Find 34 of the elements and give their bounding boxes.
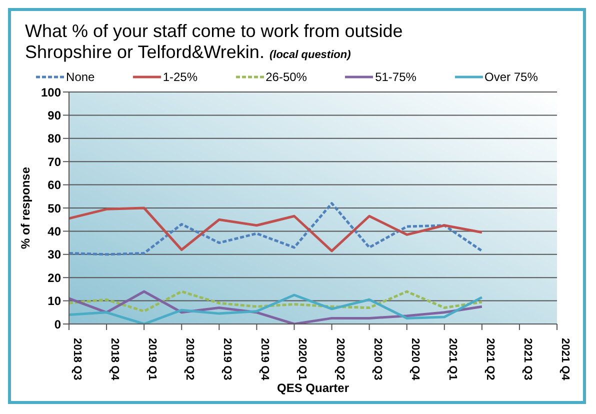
y-tick-label: 30 — [48, 248, 62, 262]
x-tick-label: 2020 Q3 — [371, 338, 384, 380]
y-tick-label: 20 — [48, 270, 62, 285]
x-tick-label: 2019 Q4 — [258, 338, 271, 382]
x-tick-label: 2020 Q2 — [334, 338, 346, 380]
y-tick-label: 50 — [48, 201, 62, 216]
x-tick-label: 2018 Q4 — [108, 338, 121, 382]
x-tick-label: 2018 Q3 — [71, 338, 83, 380]
x-axis-title: QES Quarter — [276, 381, 350, 395]
x-tick-label: 2021 Q2 — [484, 338, 496, 380]
y-tick-label: 80 — [48, 132, 62, 146]
y-tick-label: 90 — [48, 108, 62, 122]
y-axis-title: % of response — [18, 166, 32, 250]
legend-label: Over 75% — [484, 70, 538, 84]
line-series — [68, 290, 484, 312]
x-tick-label: 2019 Q1 — [146, 338, 158, 380]
x-tick-label: 2020 Q4 — [408, 338, 421, 382]
x-tick-label: 2019 Q3 — [221, 338, 234, 380]
x-tick-label: 2019 Q2 — [184, 338, 196, 380]
legend-label: 51-75% — [375, 70, 416, 84]
legend-label: 26-50% — [266, 70, 307, 84]
y-tick-label: 70 — [48, 154, 62, 169]
x-tick-label: 2021 Q1 — [446, 338, 458, 380]
y-tick-label: 100 — [40, 85, 62, 100]
x-tick-label: 2021 Q4 — [559, 338, 571, 382]
chart-subtitle: (local question) — [269, 49, 351, 61]
legend-label: None — [66, 70, 95, 84]
x-tick-label: 2020 Q1 — [296, 338, 308, 380]
y-tick-label: 40 — [48, 224, 62, 238]
legend-label: 1-25% — [162, 70, 198, 84]
y-tick-label: 10 — [48, 294, 62, 308]
y-tick-label: 60 — [48, 178, 62, 192]
x-tick-label: 2021 Q3 — [521, 338, 534, 380]
y-tick-label: 0 — [54, 317, 62, 332]
